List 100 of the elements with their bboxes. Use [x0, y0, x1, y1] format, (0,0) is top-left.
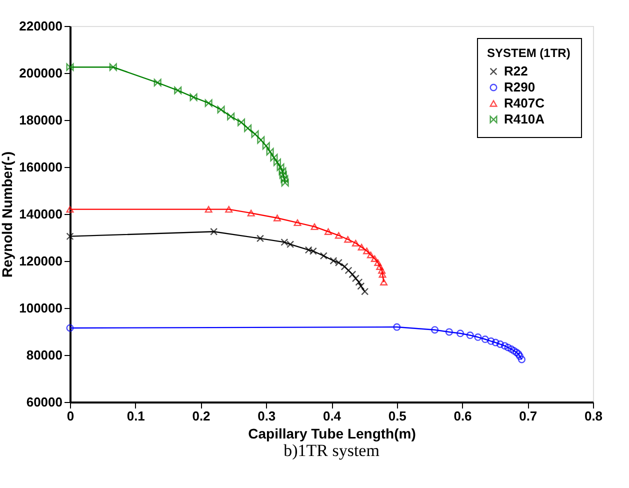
point	[366, 252, 374, 258]
point	[481, 336, 489, 344]
x-tick-label: 0.8	[584, 408, 603, 424]
point	[357, 282, 365, 290]
point	[273, 214, 281, 222]
point	[66, 63, 74, 71]
point	[334, 232, 342, 239]
point	[516, 352, 524, 360]
point	[378, 267, 386, 274]
point	[512, 348, 520, 356]
point	[500, 342, 509, 350]
x-tick-label: 0.3	[258, 408, 276, 424]
point	[204, 99, 212, 107]
point	[109, 63, 117, 71]
point	[380, 278, 388, 286]
point	[361, 288, 369, 296]
point	[510, 347, 518, 355]
point	[355, 278, 363, 286]
y-tick-label: 200000	[19, 66, 62, 80]
point	[174, 86, 182, 94]
y-tick-label: 100000	[19, 300, 62, 316]
point	[376, 263, 384, 270]
x-tick-label: 0.1	[126, 408, 145, 424]
y-tick-label: 140000	[19, 206, 62, 222]
point	[244, 124, 252, 132]
y-tick-label: 160000	[19, 160, 62, 174]
point	[309, 247, 317, 255]
legend-label: R290	[504, 80, 536, 94]
point	[286, 240, 294, 248]
point	[352, 274, 360, 282]
x-tick-label: 0.6	[454, 408, 472, 424]
point	[324, 228, 332, 235]
point	[280, 238, 288, 246]
point	[217, 106, 225, 114]
y-tick-label: 60000	[26, 394, 62, 410]
point	[280, 175, 288, 183]
text: b)1TR system	[284, 441, 380, 460]
point	[445, 328, 453, 336]
x-tick-label: 0.4	[322, 408, 342, 424]
point	[378, 271, 386, 278]
point	[358, 244, 366, 250]
y-tick-label: 220000	[19, 18, 62, 34]
point	[66, 206, 74, 213]
legend-label: R410A	[504, 112, 546, 126]
point	[281, 178, 289, 187]
point	[431, 326, 439, 334]
point	[508, 345, 516, 353]
point	[294, 219, 302, 226]
point	[492, 338, 500, 346]
point	[456, 330, 464, 338]
point	[393, 323, 401, 331]
point	[320, 252, 328, 260]
y-tick-label: 180000	[19, 112, 62, 128]
point	[334, 258, 342, 266]
point	[344, 236, 352, 243]
point	[210, 228, 218, 236]
y-tick-label: 80000	[26, 348, 62, 362]
point	[344, 266, 352, 274]
point	[474, 333, 482, 341]
point	[225, 206, 233, 213]
x-tick-label: 0.2	[192, 408, 210, 424]
point	[273, 158, 281, 166]
point	[66, 232, 74, 240]
point	[266, 148, 274, 156]
x-tick-label: 0.7	[519, 408, 538, 424]
x-axis-title: Capillary Tube Length(m)	[248, 426, 416, 442]
point	[256, 234, 264, 242]
legend-title: SYSTEM (1TR)	[487, 46, 570, 60]
point	[330, 257, 338, 265]
point	[466, 332, 474, 340]
point	[340, 262, 348, 270]
y-tick-label: 120000	[19, 254, 62, 268]
point	[304, 246, 312, 254]
x-tick-label: 0	[66, 408, 74, 424]
y-axis-title: Reynold Number(-)	[0, 152, 16, 278]
point	[227, 112, 235, 120]
point	[204, 206, 212, 213]
point	[487, 337, 495, 345]
point	[257, 136, 265, 144]
point	[276, 163, 284, 171]
x-tick-label: 0.5	[388, 408, 406, 424]
point	[374, 259, 382, 266]
point	[247, 210, 255, 216]
point	[262, 142, 270, 150]
point	[370, 255, 378, 262]
legend-label: R22	[504, 64, 528, 78]
point	[310, 223, 318, 230]
point	[251, 130, 259, 138]
point	[352, 240, 360, 246]
point	[190, 93, 198, 101]
point	[348, 270, 356, 278]
point	[279, 171, 287, 179]
legend-label: R407C	[504, 96, 546, 110]
point	[278, 167, 286, 175]
point	[238, 118, 246, 126]
point	[154, 78, 162, 86]
point	[496, 340, 504, 348]
point	[363, 248, 371, 254]
point	[270, 154, 278, 162]
point	[504, 344, 512, 352]
